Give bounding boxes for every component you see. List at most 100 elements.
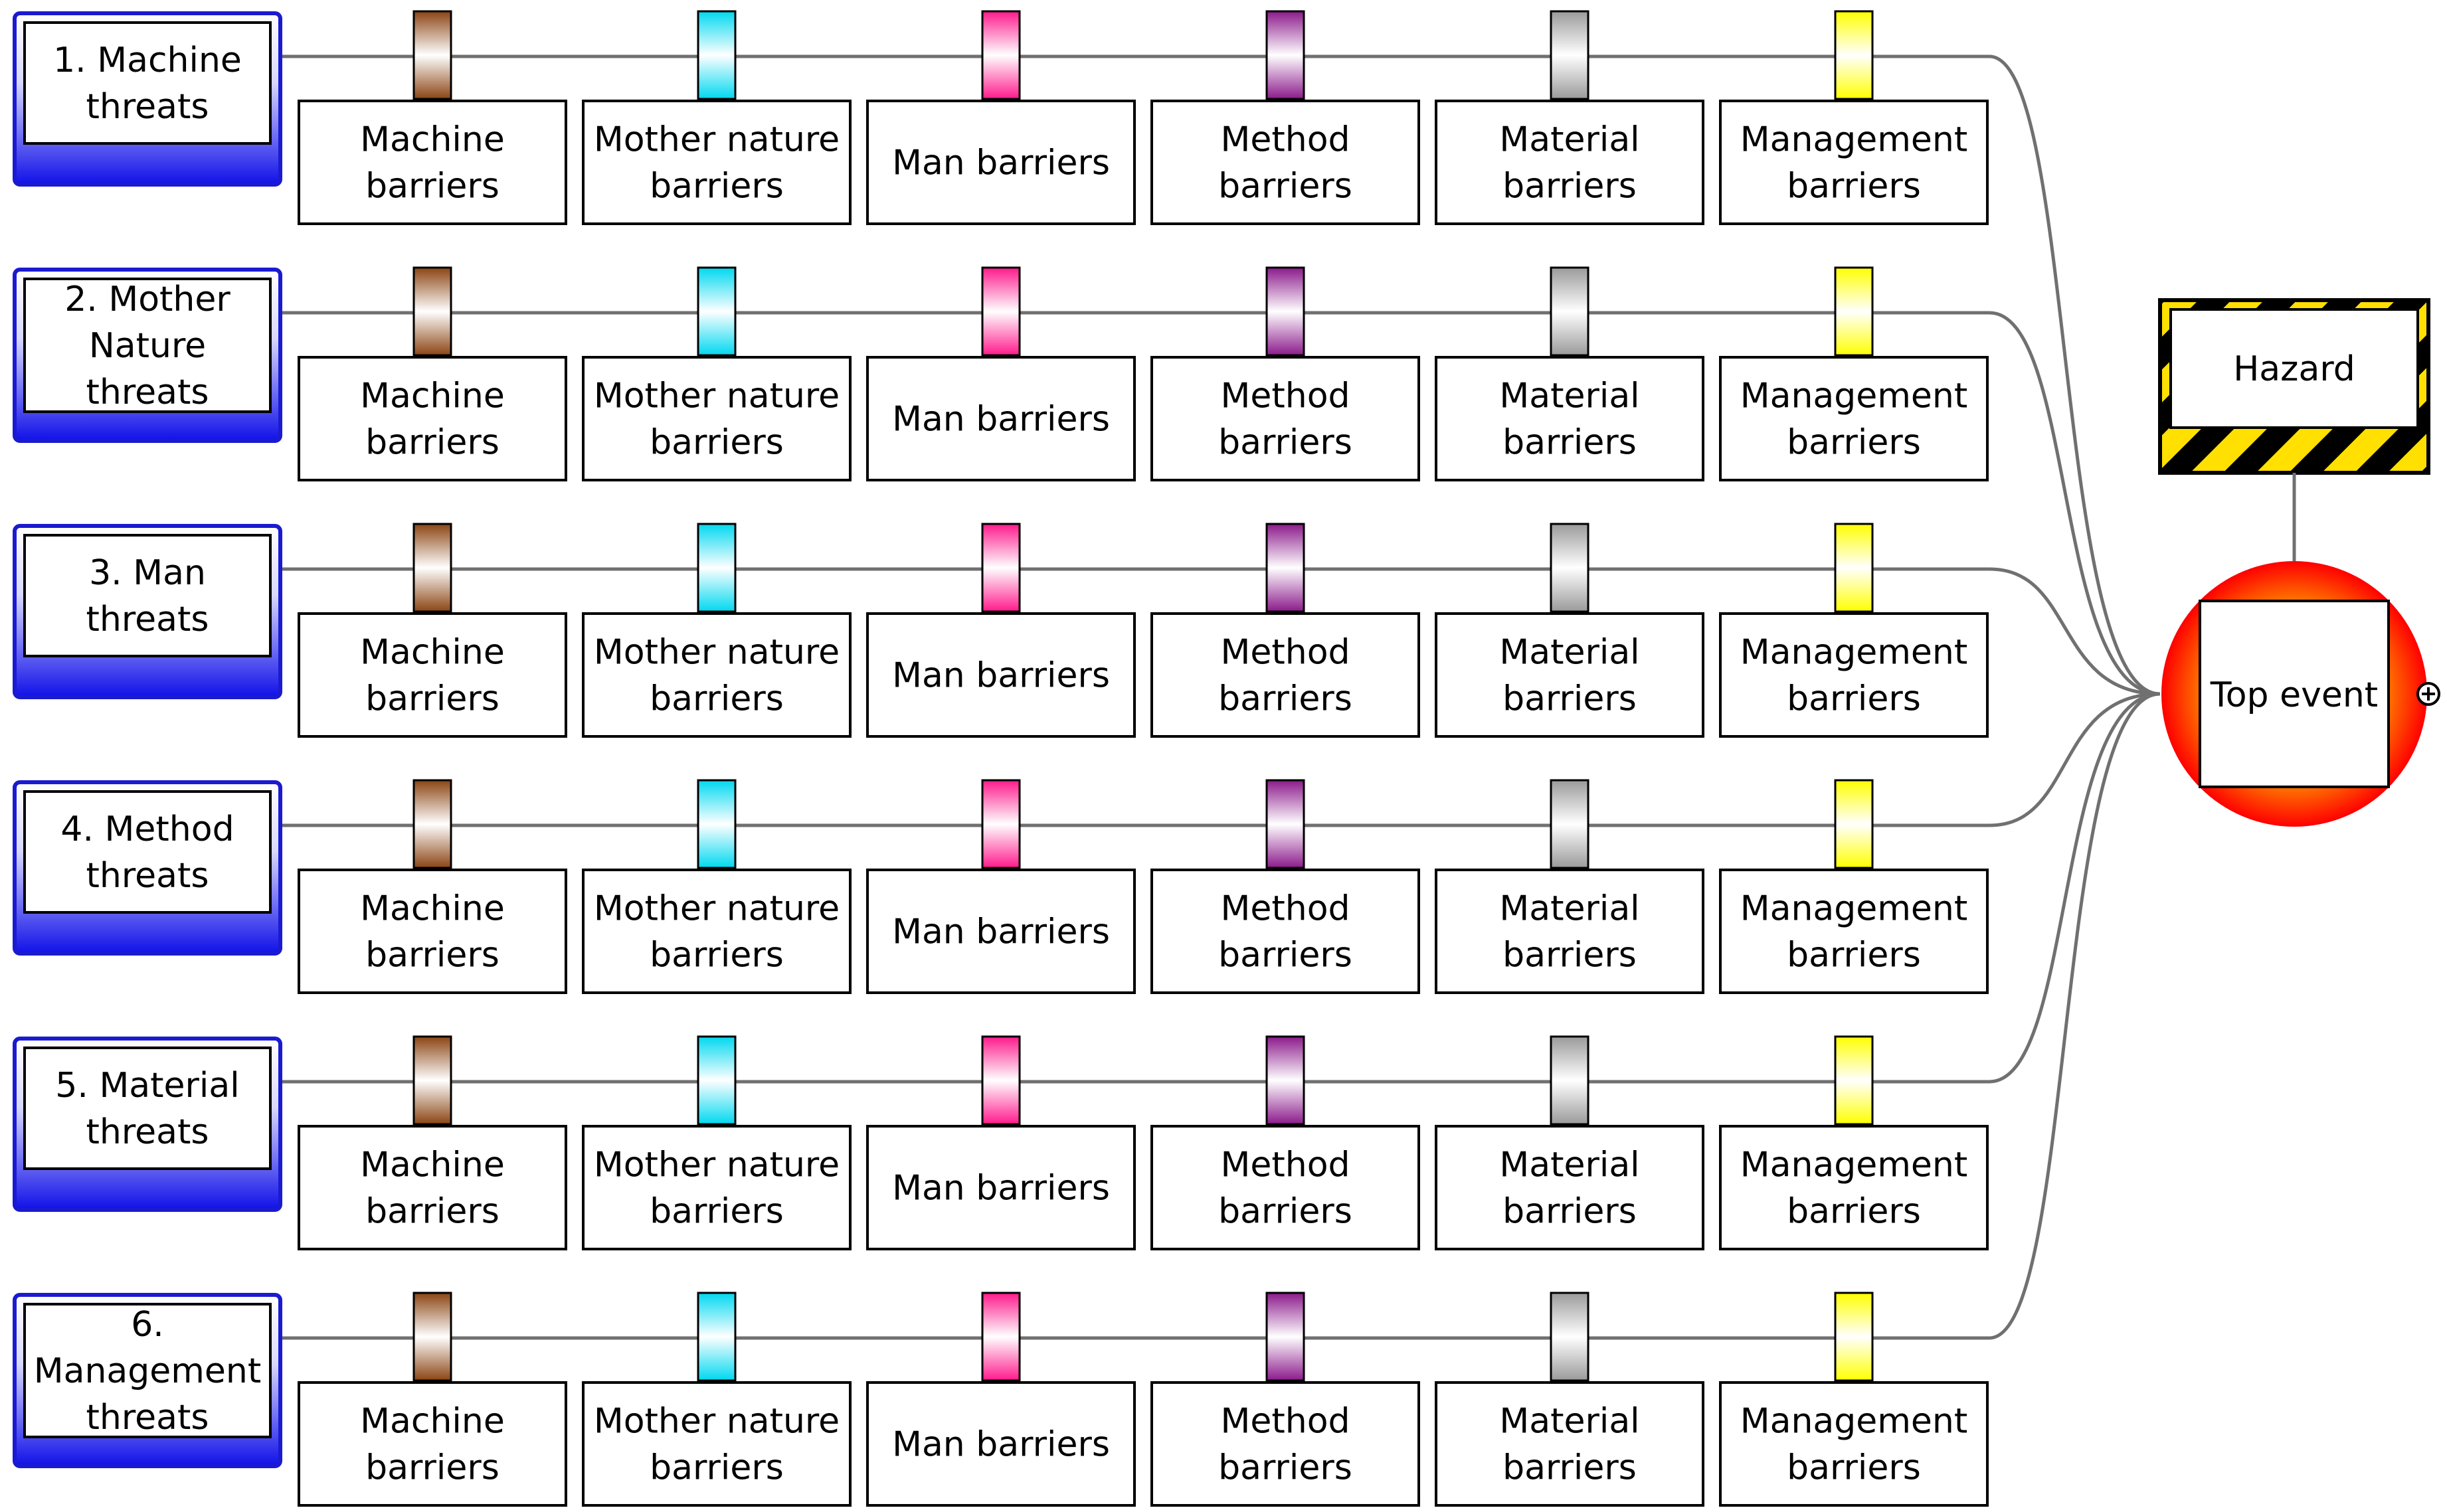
barrier-node[interactable]: Mother nature barriers [582, 779, 852, 994]
barrier-node[interactable]: Management barriers [1719, 266, 1989, 481]
barrier-label: Machine [360, 1402, 505, 1442]
barrier-label: Machine [360, 1145, 505, 1185]
top-event-box [2199, 600, 2390, 788]
barrier-tab [697, 1292, 737, 1382]
barrier-box [1150, 1381, 1420, 1507]
barrier-node[interactable]: Mother nature barriers [582, 523, 852, 738]
barrier-tab [412, 1035, 452, 1126]
barrier-label: Management [1740, 1402, 1968, 1442]
barrier-node[interactable]: Method barriers [1150, 1292, 1420, 1507]
barrier-tab [1265, 1292, 1305, 1382]
barrier-box [1435, 612, 1704, 738]
barrier-label: Mother nature [594, 1402, 840, 1442]
barrier-node[interactable]: Man barriers [866, 1292, 1136, 1507]
barrier-node[interactable]: Method barriers [1150, 10, 1420, 225]
threat-node[interactable]: 1. Machine threats [13, 11, 282, 187]
barrier-node[interactable]: Man barriers [866, 779, 1136, 994]
barrier-box [1435, 1381, 1704, 1507]
barrier-box [1719, 869, 1989, 994]
barrier-node[interactable]: Material barriers [1435, 523, 1704, 738]
barrier-node[interactable]: Material barriers [1435, 266, 1704, 481]
threat-label: threats [86, 373, 209, 412]
barrier-label: Mother nature [594, 1145, 840, 1185]
barrier-node[interactable]: Management barriers [1719, 1035, 1989, 1250]
barrier-node[interactable]: Material barriers [1435, 779, 1704, 994]
threat-node[interactable]: 5. Material threats [13, 1037, 282, 1212]
barrier-node[interactable]: Management barriers [1719, 10, 1989, 225]
threat-label: 5. Material [55, 1066, 239, 1106]
barrier-tab [1550, 1035, 1589, 1126]
threat-label: Management [34, 1351, 262, 1391]
barrier-node[interactable]: Material barriers [1435, 1292, 1704, 1507]
barrier-node[interactable]: Man barriers [866, 266, 1136, 481]
threat-label: threats [86, 87, 209, 127]
barrier-label: Method [1220, 633, 1350, 673]
threat-curve-6 [1989, 692, 2161, 1340]
barrier-label: Machine [360, 377, 505, 416]
threat-node[interactable]: 2. Mother Nature threats [13, 268, 282, 443]
threat-curve-4 [1989, 692, 2161, 827]
barrier-label: Method [1220, 1402, 1350, 1442]
barrier-label: Management [1740, 1145, 1968, 1185]
threat-label: 2. Mother [64, 280, 230, 319]
barrier-node[interactable]: Management barriers [1719, 1292, 1989, 1507]
barrier-label: barriers [1502, 1448, 1637, 1488]
threat-label: 4. Method [60, 809, 234, 849]
barrier-node[interactable]: Material barriers [1435, 10, 1704, 225]
barrier-label: Material [1499, 889, 1639, 929]
barrier-label: barriers [1502, 679, 1637, 719]
barrier-node[interactable]: Man barriers [866, 1035, 1136, 1250]
threat-curve-5 [1989, 692, 2161, 1084]
barrier-node[interactable]: Method barriers [1150, 523, 1420, 738]
threat-node[interactable]: 6. Management threats [13, 1293, 282, 1468]
barrier-tab [1550, 266, 1589, 357]
barrier-node[interactable]: Machine barriers [298, 1035, 567, 1250]
barrier-label: Method [1220, 1145, 1350, 1185]
barrier-node[interactable]: Method barriers [1150, 266, 1420, 481]
barrier-label: barriers [365, 679, 499, 719]
barrier-node[interactable]: Mother nature barriers [582, 1035, 852, 1250]
barrier-label: Material [1499, 633, 1639, 673]
barrier-tab [697, 523, 737, 613]
barrier-node[interactable]: Man barriers [866, 523, 1136, 738]
barrier-tab [697, 10, 737, 100]
barrier-node[interactable]: Machine barriers [298, 266, 567, 481]
barrier-label: Management [1740, 120, 1968, 160]
barrier-label: barriers [1787, 1192, 1921, 1232]
barrier-node[interactable]: Management barriers [1719, 779, 1989, 994]
barrier-node[interactable]: Method barriers [1150, 779, 1420, 994]
barrier-box [582, 356, 852, 481]
barrier-label: barriers [1218, 1448, 1352, 1488]
barrier-box [582, 612, 852, 738]
barrier-node[interactable]: Mother nature barriers [582, 266, 852, 481]
threat-label: threats [86, 856, 209, 896]
barrier-label: Material [1499, 377, 1639, 416]
barrier-node[interactable]: Method barriers [1150, 1035, 1420, 1250]
barrier-node[interactable]: Mother nature barriers [582, 1292, 852, 1507]
barrier-label: Man barriers [892, 656, 1110, 696]
barrier-node[interactable]: Mother nature barriers [582, 10, 852, 225]
barrier-node[interactable]: Machine barriers [298, 10, 567, 225]
barrier-node[interactable]: Man barriers [866, 10, 1136, 225]
threat-node[interactable]: 4. Method threats [13, 780, 282, 956]
barrier-box [298, 1125, 567, 1250]
hazard-node[interactable]: Hazard [2158, 298, 2430, 475]
barrier-box [866, 356, 1136, 481]
barrier-box [1150, 869, 1420, 994]
barrier-label: barriers [365, 423, 499, 463]
barrier-node[interactable]: Machine barriers [298, 523, 567, 738]
barrier-label: barriers [365, 1192, 499, 1232]
top-event-node[interactable]: Top event [2161, 561, 2427, 827]
threat-node[interactable]: 3. Man threats [13, 524, 282, 699]
barrier-node[interactable]: Material barriers [1435, 1035, 1704, 1250]
barrier-node[interactable]: Management barriers [1719, 523, 1989, 738]
plus-circle-icon[interactable] [2416, 682, 2440, 706]
barrier-tab [412, 779, 452, 869]
barrier-box [582, 869, 852, 994]
barrier-label: Man barriers [892, 912, 1110, 952]
barrier-label: Man barriers [892, 143, 1110, 183]
barrier-node[interactable]: Machine barriers [298, 779, 567, 994]
barrier-box [1719, 1125, 1989, 1250]
barrier-tab [1265, 523, 1305, 613]
barrier-node[interactable]: Machine barriers [298, 1292, 567, 1507]
